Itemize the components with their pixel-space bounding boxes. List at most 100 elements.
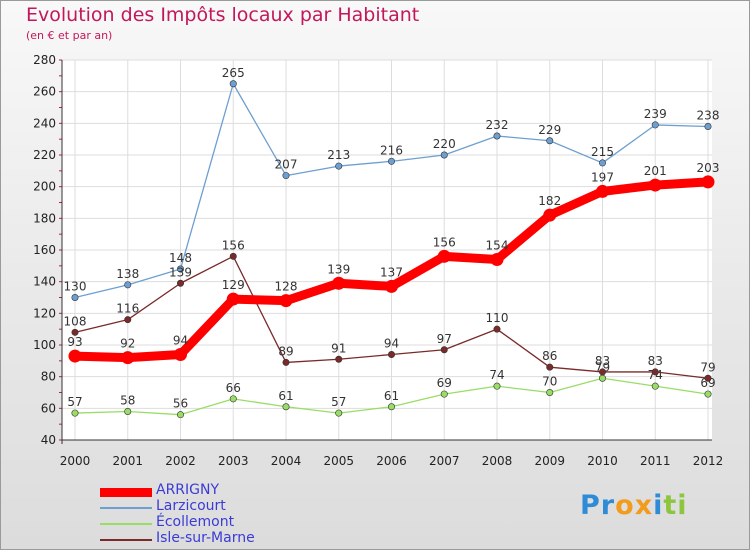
data-label: 215 <box>591 145 614 159</box>
x-tick-label: 2011 <box>640 454 671 468</box>
data-label: 129 <box>222 278 245 292</box>
data-point <box>387 350 395 358</box>
data-point <box>229 252 237 260</box>
data-point <box>71 293 79 301</box>
data-label: 139 <box>169 265 192 279</box>
data-label: 203 <box>697 161 720 175</box>
x-tick-label: 2004 <box>271 454 302 468</box>
x-tick-label: 2003 <box>218 454 249 468</box>
data-label: 57 <box>67 395 82 409</box>
data-label: 238 <box>697 109 720 123</box>
data-point <box>493 382 501 390</box>
data-label: 79 <box>595 360 610 374</box>
data-label: 197 <box>591 170 614 184</box>
logo-letter: t <box>663 490 678 521</box>
data-label: 66 <box>226 381 241 395</box>
y-tick-label: 120 <box>33 306 56 320</box>
logo-letter: i <box>653 490 664 521</box>
legend-label: Larzicourt <box>156 498 226 514</box>
x-tick-label: 2002 <box>165 454 196 468</box>
legend-swatch <box>100 487 152 497</box>
data-label: 91 <box>331 341 346 355</box>
y-tick-label: 100 <box>33 338 56 352</box>
data-label: 97 <box>437 332 452 346</box>
data-point <box>490 253 504 266</box>
data-label: 213 <box>327 148 350 162</box>
data-label: 93 <box>67 335 82 349</box>
data-point <box>598 368 606 376</box>
data-label: 128 <box>275 280 298 294</box>
data-point <box>704 374 712 382</box>
data-point <box>598 159 606 167</box>
x-tick-label: 2000 <box>60 454 91 468</box>
data-point <box>71 409 79 417</box>
data-label: 69 <box>437 376 452 390</box>
data-point <box>174 348 187 361</box>
logo-letter: P <box>580 490 601 521</box>
data-point <box>177 279 185 287</box>
data-label: 83 <box>648 354 663 368</box>
x-tick-label: 2005 <box>323 454 354 468</box>
data-point <box>282 172 290 180</box>
data-label: 79 <box>700 360 715 374</box>
data-point <box>704 123 712 131</box>
data-point <box>493 132 501 140</box>
y-tick-label: 220 <box>33 148 56 162</box>
data-point <box>335 409 343 417</box>
legend-label: Isle-sur-Marne <box>156 530 255 546</box>
data-point <box>177 265 185 273</box>
data-point <box>543 208 557 222</box>
data-label: 139 <box>327 262 350 276</box>
data-point <box>704 390 712 398</box>
logo-letter: i <box>677 490 688 521</box>
logo-letter: x <box>634 490 654 521</box>
data-label: 108 <box>64 314 87 328</box>
data-label: 58 <box>120 394 135 408</box>
chart-subtitle: (en € et par an) <box>26 29 113 42</box>
legend-swatch <box>100 507 152 509</box>
data-point <box>385 279 398 293</box>
data-label: 116 <box>116 302 139 316</box>
data-point <box>68 349 82 363</box>
data-label: 61 <box>278 389 293 403</box>
data-point <box>121 351 135 365</box>
y-tick-label: 240 <box>33 116 56 130</box>
data-point <box>701 175 715 189</box>
data-point <box>437 249 451 263</box>
data-label: 61 <box>384 389 399 403</box>
x-tick-label: 2009 <box>534 454 565 468</box>
data-point <box>387 157 395 165</box>
data-point <box>598 374 606 382</box>
data-label: 207 <box>275 158 298 172</box>
y-tick-label: 200 <box>33 180 56 194</box>
data-point <box>177 411 185 419</box>
data-point <box>440 151 448 159</box>
data-label: 229 <box>538 123 561 137</box>
data-point <box>71 328 79 336</box>
data-point <box>651 368 659 376</box>
data-label: 110 <box>486 311 509 325</box>
data-label: 74 <box>489 368 504 382</box>
legend-swatch <box>100 523 152 525</box>
data-point <box>651 121 659 129</box>
logo-letter: r <box>600 490 616 521</box>
data-label: 239 <box>644 107 667 121</box>
legend-label: ARRIGNY <box>156 482 220 498</box>
data-label: 154 <box>486 239 509 253</box>
legend-label: Écollemont <box>156 514 235 530</box>
x-tick-label: 2012 <box>693 454 724 468</box>
data-point <box>648 178 662 192</box>
chart-title: Evolution des Impôts locaux par Habitant <box>26 4 420 26</box>
y-tick-label: 280 <box>33 53 56 67</box>
y-tick-label: 260 <box>33 85 56 99</box>
x-tick-label: 2006 <box>376 454 407 468</box>
x-tick-label: 2008 <box>482 454 513 468</box>
data-label: 148 <box>169 251 192 265</box>
data-point <box>282 358 290 366</box>
data-point <box>229 395 237 403</box>
data-point <box>440 390 448 398</box>
logo-letter: o <box>615 490 635 521</box>
data-point <box>651 382 659 390</box>
y-tick-label: 180 <box>33 211 56 225</box>
data-point <box>124 316 132 324</box>
